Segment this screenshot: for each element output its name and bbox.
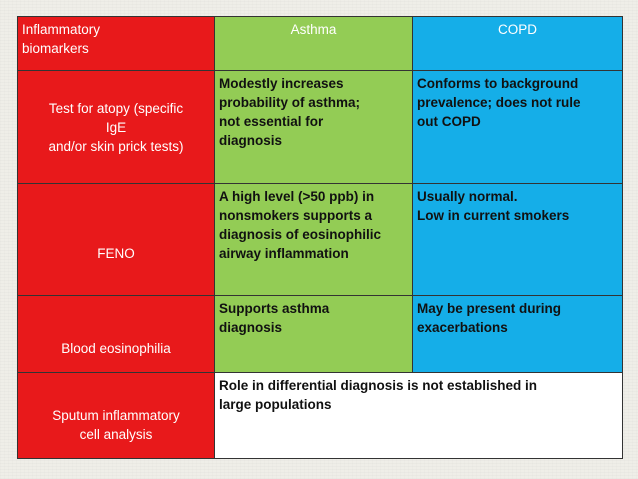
cell-line: May be present during bbox=[417, 301, 562, 316]
row-label-line: Blood eosinophilia bbox=[61, 341, 171, 356]
cell-line: A high level (>50 ppb) in bbox=[219, 189, 375, 204]
cell-line: Low in current smokers bbox=[417, 208, 570, 223]
cell-atopy-asthma: Modestly increases probability of asthma… bbox=[214, 70, 413, 184]
cell-sputum-merged: Role in differential diagnosis is not es… bbox=[214, 372, 623, 459]
row-label-eosinophilia: Blood eosinophilia bbox=[17, 295, 215, 373]
cell-line: Conforms to background bbox=[417, 76, 579, 91]
row-label-line: Test for atopy (specific bbox=[48, 100, 184, 116]
table-row-sputum: Sputum inflammatory cell analysis Role i… bbox=[17, 372, 623, 459]
cell-line: not essential for bbox=[219, 114, 324, 129]
row-label-line: FENO bbox=[97, 245, 135, 261]
row-label-line: cell analysis bbox=[79, 427, 153, 442]
cell-line: diagnosis bbox=[219, 320, 283, 335]
cell-line: nonsmokers supports a bbox=[219, 208, 373, 223]
cell-line: Supports asthma bbox=[219, 301, 330, 316]
row-label-line: Sputum inflammatory bbox=[52, 408, 180, 423]
table-row-atopy: Test for atopy (specific IgE and/or skin… bbox=[17, 70, 623, 184]
cell-eosinophilia-copd: May be present during exacerbations bbox=[412, 295, 623, 373]
cell-line: diagnosis bbox=[219, 133, 283, 148]
row-label-line: IgE bbox=[105, 119, 127, 135]
cell-line: Usually normal. bbox=[417, 189, 518, 204]
cell-feno-copd: Usually normal. Low in current smokers bbox=[412, 183, 623, 296]
comparison-table: Inflammatory biomarkers Asthma COPD Test… bbox=[17, 16, 623, 459]
row-label-sputum: Sputum inflammatory cell analysis bbox=[17, 372, 215, 459]
header-asthma: Asthma bbox=[214, 16, 413, 71]
row-label-feno: FENO bbox=[17, 183, 215, 296]
cell-eosinophilia-asthma: Supports asthma diagnosis bbox=[214, 295, 413, 373]
table-row-eosinophilia: Blood eosinophilia Supports asthma diagn… bbox=[17, 295, 623, 373]
table-row-feno: FENO A high level (>50 ppb) in nonsmoker… bbox=[17, 183, 623, 296]
header-biomarkers-line: biomarkers bbox=[22, 41, 89, 56]
cell-line: Role in differential diagnosis is not es… bbox=[219, 378, 538, 393]
cell-line: airway inflammation bbox=[219, 246, 349, 261]
header-biomarkers: Inflammatory biomarkers bbox=[17, 16, 215, 71]
row-label-line: and/or skin prick tests) bbox=[48, 138, 184, 154]
header-copd: COPD bbox=[412, 16, 623, 71]
header-biomarkers-line: Inflammatory bbox=[22, 22, 101, 37]
table-header-row: Inflammatory biomarkers Asthma COPD bbox=[17, 16, 623, 71]
cell-line: Modestly increases bbox=[219, 76, 344, 91]
cell-line: large populations bbox=[219, 397, 332, 412]
cell-line: prevalence; does not rule bbox=[417, 95, 581, 110]
cell-line: out COPD bbox=[417, 114, 481, 129]
cell-atopy-copd: Conforms to background prevalence; does … bbox=[412, 70, 623, 184]
cell-line: diagnosis of eosinophilic bbox=[219, 227, 382, 242]
cell-line: exacerbations bbox=[417, 320, 508, 335]
row-label-atopy: Test for atopy (specific IgE and/or skin… bbox=[17, 70, 215, 184]
cell-feno-asthma: A high level (>50 ppb) in nonsmokers sup… bbox=[214, 183, 413, 296]
cell-line: probability of asthma; bbox=[219, 95, 361, 110]
